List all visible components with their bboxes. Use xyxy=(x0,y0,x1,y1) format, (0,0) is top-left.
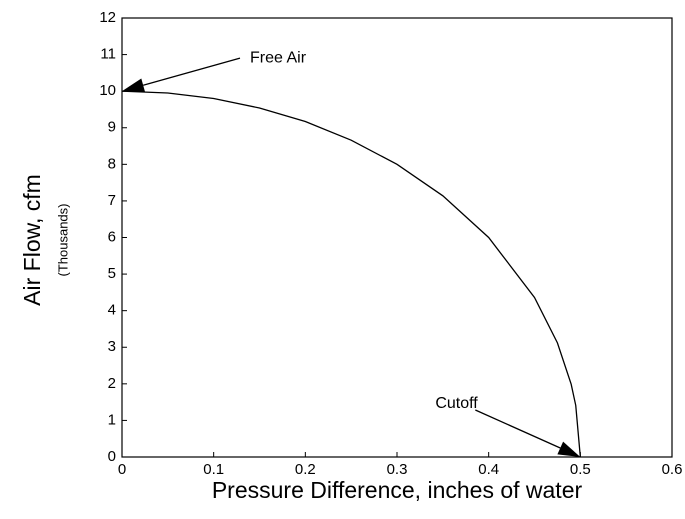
y-tick-label: 3 xyxy=(108,338,116,355)
x-tick-label: 0.6 xyxy=(662,461,683,478)
y-tick-label: 0 xyxy=(108,448,116,465)
plot-frame xyxy=(121,17,673,458)
x-tick-label: 0.2 xyxy=(295,461,316,478)
x-tick-label: 0.4 xyxy=(478,461,499,478)
annotation-arrow xyxy=(475,409,561,449)
x-tick-label: 0.3 xyxy=(387,461,408,478)
y-tick-label: 6 xyxy=(108,228,116,245)
y-tick-label: 7 xyxy=(108,192,116,209)
arrow-head xyxy=(122,78,146,92)
y-tick-label: 5 xyxy=(108,265,116,282)
annotation-arrow xyxy=(143,57,241,86)
x-tick-label: 0.1 xyxy=(203,461,224,478)
x-tick-label: 0.5 xyxy=(570,461,591,478)
line xyxy=(121,90,581,458)
x-axis-label: Pressure Difference, inches of water xyxy=(212,477,583,503)
y-unit-label: (Thousands) xyxy=(55,204,70,277)
annotation: Free Air xyxy=(250,49,307,66)
y-axis-label: Air Flow, cfm xyxy=(19,174,45,306)
y-tick-label: 2 xyxy=(108,375,116,392)
y-tick-label: 9 xyxy=(108,119,116,136)
y-tick-label: 12 xyxy=(99,9,116,26)
y-tick-label: 4 xyxy=(108,302,116,319)
annotation: Cutoff xyxy=(435,395,478,412)
arrow-head xyxy=(557,441,581,457)
x-tick-label: 0 xyxy=(118,461,126,478)
y-tick-label: 10 xyxy=(99,82,116,99)
y-tick-label: 1 xyxy=(108,411,116,428)
y-tick-label: 8 xyxy=(108,155,116,172)
y-tick-label: 11 xyxy=(100,46,116,63)
